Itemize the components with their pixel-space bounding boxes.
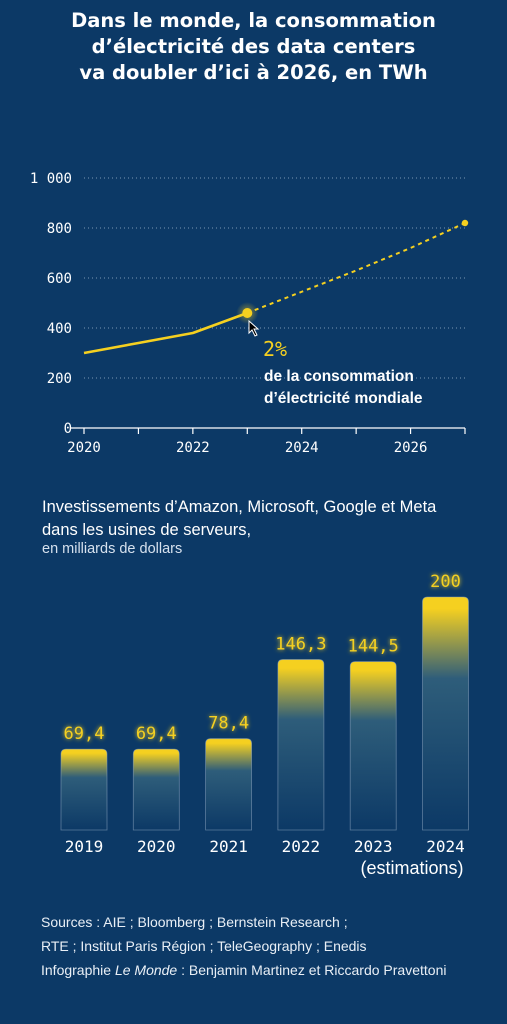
bar bbox=[277, 659, 325, 831]
title-line-1: Dans le monde, la consommation bbox=[71, 9, 436, 32]
y-tick-label: 600 bbox=[47, 271, 72, 287]
bar-category-label: 2024 bbox=[426, 837, 465, 856]
actual-line bbox=[83, 311, 248, 355]
investments-bar-chart: 69,4 69,4 78,4 146,3 144,5 200 2019 2020 2021 20… bbox=[60, 572, 469, 878]
investments-title-line-2: dans les usines de serveurs, bbox=[42, 521, 252, 539]
annotation-value: 2% bbox=[263, 337, 287, 361]
credits-prefix: Infographie bbox=[41, 962, 115, 978]
sources: Sources : AIE ; Bloomberg ; Bernstein Re… bbox=[41, 910, 446, 982]
investments-subtitle: en milliards de dollars bbox=[42, 541, 183, 557]
x-tick-label: 2022 bbox=[176, 440, 210, 456]
bar-category-label: 2019 bbox=[65, 837, 104, 856]
projection-end-point bbox=[461, 219, 469, 227]
credits-line: Infographie Le Monde : Benjamin Martinez… bbox=[41, 958, 446, 982]
bar bbox=[349, 661, 397, 831]
bar-category-label: 2021 bbox=[209, 837, 248, 856]
title-line-3: va doubler d’ici à 2026, en TWh bbox=[79, 61, 428, 84]
credits-authors: : Benjamin Martinez et Riccardo Pravetto… bbox=[177, 962, 447, 978]
sources-line-2: RTE ; Institut Paris Région ; TeleGeogra… bbox=[41, 938, 367, 954]
bar-value-label: 69,4 bbox=[136, 724, 177, 744]
x-tick-label: 2026 bbox=[394, 440, 428, 456]
highlight-point bbox=[242, 308, 253, 318]
bar-value-label: 78,4 bbox=[208, 714, 249, 734]
title-line-2: d’électricité des data centers bbox=[91, 35, 416, 58]
bar-value-label: 200 bbox=[430, 572, 461, 592]
bar-value-label: 146,3 bbox=[275, 635, 326, 655]
y-tick-label: 200 bbox=[47, 371, 72, 387]
y-tick-label: 0 bbox=[64, 421, 72, 437]
bar-category-label: 2020 bbox=[137, 837, 176, 856]
estimations-note: (estimations) bbox=[360, 858, 463, 878]
bar-value-label: 69,4 bbox=[64, 724, 105, 744]
y-tick-label: 800 bbox=[47, 221, 72, 237]
sources-line-1: Sources : AIE ; Bloomberg ; Bernstein Re… bbox=[41, 914, 348, 930]
bar bbox=[132, 748, 180, 831]
annotation-line-2: d’électricité mondiale bbox=[264, 390, 423, 407]
chart-title: Dans le monde, la consommation d’électri… bbox=[0, 8, 507, 86]
bar bbox=[60, 748, 108, 831]
bar-category-label: 2022 bbox=[282, 837, 321, 856]
y-tick-label: 400 bbox=[47, 321, 72, 337]
bar-category-label: 2023 bbox=[354, 837, 393, 856]
x-tick-label: 2020 bbox=[67, 440, 101, 456]
x-tick-label: 2024 bbox=[285, 440, 319, 456]
consumption-line-chart: 0 200 400 600 800 1 000 2020 2022 2024 2026 2% d… bbox=[30, 171, 469, 456]
bar-value-label: 144,5 bbox=[348, 637, 399, 657]
investments-title: Investissements d’Amazon, Microsoft, Goo… bbox=[42, 496, 502, 542]
cursor-arrow-icon bbox=[248, 319, 260, 337]
bar bbox=[422, 596, 469, 831]
y-tick-label: 1 000 bbox=[30, 171, 72, 187]
projection-line bbox=[246, 222, 466, 314]
credits-publication: Le Monde bbox=[114, 962, 178, 978]
bar bbox=[205, 738, 252, 831]
investments-title-line-1: Investissements d’Amazon, Microsoft, Goo… bbox=[42, 498, 437, 516]
annotation-line-1: de la consommation bbox=[264, 368, 414, 385]
